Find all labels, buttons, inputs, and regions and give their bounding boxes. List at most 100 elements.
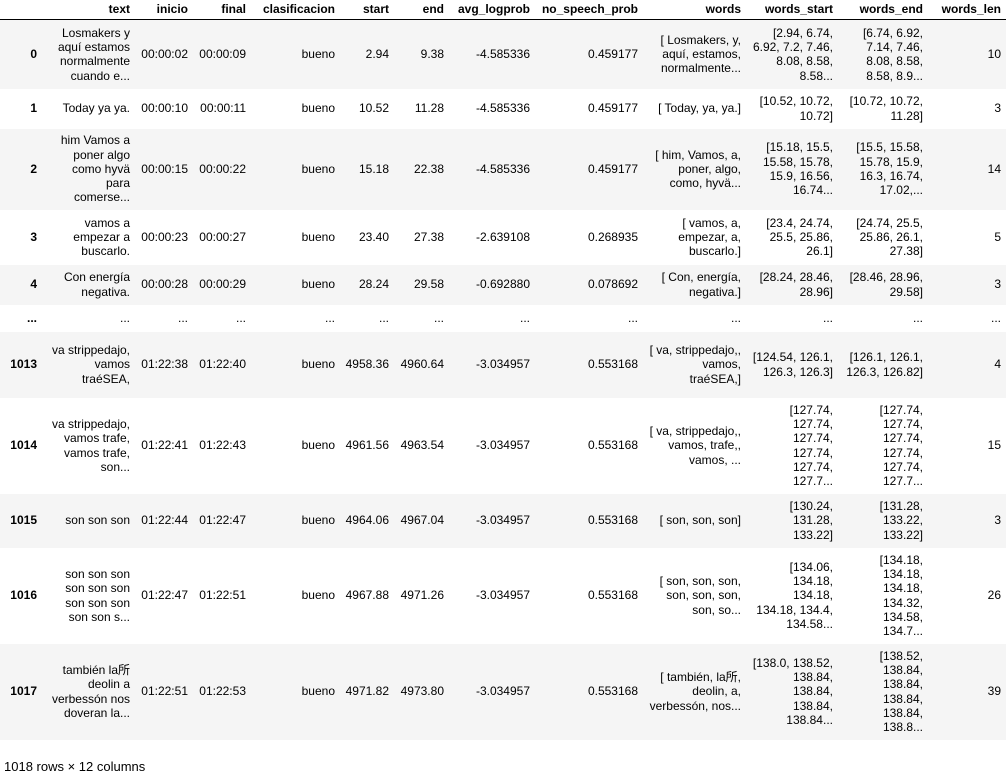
table-cell-start: 10.52 xyxy=(358,101,389,116)
row-count-footer: 1018 rows × 12 columns xyxy=(4,759,146,774)
table-cell-words: ... xyxy=(730,310,741,325)
table-cell-words-start: [138.0, 138.52, 138.84, 138.84, 138.84, … xyxy=(752,655,833,727)
table-row: 1 Today ya ya. 00:00:10 00:00:11 bueno 10.52 1… xyxy=(0,88,1006,129)
table-cell-no-speech-prob: 0.553168 xyxy=(587,588,638,603)
table-cell-start: 23.40 xyxy=(358,229,389,244)
table-cell-words-start: [28.24, 28.46, 28.96] xyxy=(759,270,833,299)
table-cell-start: 15.18 xyxy=(358,161,389,176)
table-cell-text: vamos a empezar a buscarlo. xyxy=(73,215,130,259)
table-row: 3 vamos a empezar a buscarlo. 00:00:23 00:0… xyxy=(0,209,1006,265)
table-cell-end: 29.58 xyxy=(413,277,444,292)
table-cell-words-end: [24.74, 25.5, 25.86, 26.1, 27.38] xyxy=(856,215,923,259)
table-row: 1017 también la所 deolin a verbessón nos d… xyxy=(0,643,1006,740)
table-cell-inicio: 00:00:15 xyxy=(141,161,188,176)
table-cell-end: 11.28 xyxy=(414,101,444,116)
table-cell-clasificacion: bueno xyxy=(301,438,335,453)
table-cell-end: 4967.04 xyxy=(400,513,444,528)
table-cell-no-speech-prob: 0.553168 xyxy=(587,513,638,528)
row-index: 1017 xyxy=(10,684,37,699)
table-cell-words-start: [134.06, 134.18, 134.18, 134.18, 134.4, … xyxy=(756,559,833,631)
table-cell-clasificacion: ... xyxy=(324,310,335,325)
table-cell-text: Con energía negativa. xyxy=(63,270,130,299)
table-cell-words-start: [130.24, 131.28, 133.22] xyxy=(789,499,833,542)
table-cell-no-speech-prob: 0.553168 xyxy=(587,357,638,372)
table-cell-words-end: [28.46, 28.96, 29.58] xyxy=(849,270,923,299)
table-cell-words-start: ... xyxy=(822,310,833,325)
row-index: 1013 xyxy=(10,357,37,372)
table-cell-start: 28.24 xyxy=(358,277,389,292)
row-index: 4 xyxy=(30,277,37,292)
table-cell-words: [ Con, energía, negativa.] xyxy=(661,270,741,299)
row-index: 2 xyxy=(30,161,37,176)
col-header: final xyxy=(193,0,251,20)
table-row: 1013 va strippedajo, vamos traéSEA, 01:22:… xyxy=(0,331,1006,398)
table-cell-final: ... xyxy=(235,310,246,325)
table-cell-start: 4967.88 xyxy=(345,588,389,603)
table-cell-final: 00:00:22 xyxy=(199,161,246,176)
table-cell-no-speech-prob: ... xyxy=(627,310,638,325)
col-header: clasificacion xyxy=(251,0,340,20)
table-cell-avg-logprob: -0.692880 xyxy=(475,277,530,292)
table-cell-words-len: 3 xyxy=(994,101,1001,116)
table-cell-words: [ son, son, son] xyxy=(659,513,741,528)
table-cell-clasificacion: bueno xyxy=(301,47,335,62)
table-cell-end: 4971.26 xyxy=(400,588,444,603)
table-cell-start: 4964.06 xyxy=(345,513,389,528)
col-header: words_end xyxy=(838,0,928,20)
table-cell-avg-logprob: -2.639108 xyxy=(475,229,530,244)
table-cell-end: 4960.64 xyxy=(400,357,444,372)
table-cell-text: Today ya ya. xyxy=(62,101,130,116)
table-cell-words-start: [124.54, 126.1, 126.3, 126.3] xyxy=(752,350,833,379)
table-cell-inicio: 01:22:41 xyxy=(141,438,188,453)
table-cell-words: [ va, strippedajo,, vamos, traéSEA,] xyxy=(649,343,741,386)
col-header: words_len xyxy=(928,0,1006,20)
table-cell-text: también la所 deolin a verbessón nos dover… xyxy=(51,662,130,720)
table-cell-words-end: [138.52, 138.84, 138.84, 138.84, 138.84,… xyxy=(879,648,923,735)
table-cell-clasificacion: bueno xyxy=(301,684,335,699)
table-cell-end: 4973.80 xyxy=(400,684,444,699)
table-cell-end: 4963.54 xyxy=(400,438,444,453)
table-cell-no-speech-prob: 0.553168 xyxy=(587,684,638,699)
table-cell-words: [ va, strippedajo,, vamos, trafe,, vamos… xyxy=(649,424,741,467)
table-cell-words-len: 3 xyxy=(994,277,1001,292)
col-header: words_start xyxy=(746,0,838,20)
row-index: 1015 xyxy=(10,513,37,528)
table-cell-words-len: 26 xyxy=(987,588,1001,603)
table-cell-avg-logprob: -3.034957 xyxy=(475,588,530,603)
table-cell-text: son son son xyxy=(65,513,130,528)
table-cell-inicio: 00:00:28 xyxy=(141,277,188,292)
table-cell-words: [ también, la所, deolin, a, verbessón, no… xyxy=(649,670,741,713)
col-header: inicio xyxy=(135,0,193,20)
table-cell-clasificacion: bueno xyxy=(301,513,335,528)
table-cell-final: 00:00:29 xyxy=(199,277,246,292)
table-cell-no-speech-prob: 0.459177 xyxy=(587,101,638,116)
table-row: 1016 son son son son son son son son son … xyxy=(0,547,1006,644)
table-cell-final: 01:22:40 xyxy=(199,357,246,372)
table-cell-words-len: 39 xyxy=(987,684,1001,699)
table-cell-words-end: [6.74, 6.92, 7.14, 7.46, 8.08, 8.58, 8.5… xyxy=(862,25,923,83)
table-cell-text: son son son son son son son son son son … xyxy=(65,566,130,624)
table-cell-clasificacion: bueno xyxy=(301,161,335,176)
table-cell-words-start: [2.94, 6.74, 6.92, 7.2, 7.46, 8.08, 8.58… xyxy=(752,25,833,83)
table-cell-end: 27.38 xyxy=(413,229,444,244)
table-cell-avg-logprob: -4.585336 xyxy=(475,47,530,62)
table-cell-inicio: 01:22:38 xyxy=(141,357,188,372)
table-cell-start: 4958.36 xyxy=(345,357,389,372)
table-cell-words-len: ... xyxy=(990,310,1001,325)
col-header: end xyxy=(394,0,449,20)
row-index: 1014 xyxy=(10,438,37,453)
table-cell-end: 22.38 xyxy=(413,161,444,176)
table-row: 1014 va strippedajo, vamos trafe, vamos t… xyxy=(0,397,1006,494)
table-cell-words-len: 15 xyxy=(987,438,1001,453)
table-cell-words-end: [126.1, 126.1, 126.3, 126.82] xyxy=(846,350,923,379)
row-index: 1 xyxy=(30,101,37,116)
table-cell-clasificacion: bueno xyxy=(301,101,335,116)
table-cell-avg-logprob: -3.034957 xyxy=(475,438,530,453)
table-cell-no-speech-prob: 0.553168 xyxy=(587,438,638,453)
table-cell-start: 4971.82 xyxy=(345,684,389,699)
dataframe-table: text inicio final clasificacion start en… xyxy=(0,0,1006,740)
table-cell-words-end: [10.72, 10.72, 11.28] xyxy=(849,94,923,123)
table-cell-words-start: [15.18, 15.5, 15.58, 15.78, 15.9, 16.56,… xyxy=(762,140,833,198)
table-cell-text: va strippedajo, vamos traéSEA, xyxy=(51,343,130,386)
table-row: 1015 son son son 01:22:44 01:22:47 bueno 4964… xyxy=(0,493,1006,548)
